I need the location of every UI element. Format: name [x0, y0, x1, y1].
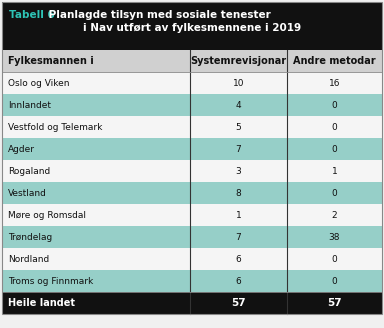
- Text: 0: 0: [332, 189, 338, 197]
- Text: Nordland: Nordland: [8, 255, 49, 263]
- Text: Fylkesmannen i: Fylkesmannen i: [8, 56, 94, 66]
- Bar: [2, 226, 382, 248]
- Text: Trøndelag: Trøndelag: [8, 233, 52, 241]
- Bar: [2, 50, 382, 72]
- Bar: [2, 204, 382, 226]
- Text: 0: 0: [332, 145, 338, 154]
- Text: 16: 16: [329, 78, 340, 88]
- Text: Planlagde tilsyn med sosiale tenester: Planlagde tilsyn med sosiale tenester: [45, 10, 271, 20]
- Text: 10: 10: [233, 78, 244, 88]
- Bar: [2, 94, 382, 116]
- Bar: [2, 138, 382, 160]
- Text: Innlandet: Innlandet: [8, 100, 51, 110]
- Bar: [2, 182, 382, 204]
- Text: Andre metodar: Andre metodar: [293, 56, 376, 66]
- Text: Heile landet: Heile landet: [8, 298, 75, 308]
- Text: 6: 6: [236, 277, 242, 285]
- Text: 6: 6: [236, 255, 242, 263]
- Text: 1: 1: [332, 167, 338, 175]
- Text: 4: 4: [236, 100, 241, 110]
- Text: 8: 8: [236, 189, 242, 197]
- Bar: [2, 292, 382, 314]
- Text: 7: 7: [236, 233, 242, 241]
- Text: i Nav utført av fylkesmennene i 2019: i Nav utført av fylkesmennene i 2019: [83, 23, 301, 33]
- Text: 38: 38: [329, 233, 340, 241]
- Bar: [2, 116, 382, 138]
- Text: Oslo og Viken: Oslo og Viken: [8, 78, 70, 88]
- Text: Tabell 6: Tabell 6: [9, 10, 55, 20]
- Text: 0: 0: [332, 277, 338, 285]
- Text: Systemrevisjonar: Systemrevisjonar: [190, 56, 286, 66]
- Text: 57: 57: [327, 298, 342, 308]
- Bar: [2, 72, 382, 94]
- Bar: [2, 248, 382, 270]
- Text: Møre og Romsdal: Møre og Romsdal: [8, 211, 86, 219]
- Bar: [2, 2, 382, 50]
- Text: 7: 7: [236, 145, 242, 154]
- Text: 2: 2: [332, 211, 337, 219]
- Text: Vestfold og Telemark: Vestfold og Telemark: [8, 122, 103, 132]
- Text: Vestland: Vestland: [8, 189, 47, 197]
- Bar: [2, 270, 382, 292]
- Text: 5: 5: [236, 122, 242, 132]
- Bar: [2, 160, 382, 182]
- Text: 1: 1: [236, 211, 242, 219]
- Text: 0: 0: [332, 100, 338, 110]
- Text: Troms og Finnmark: Troms og Finnmark: [8, 277, 93, 285]
- Text: 3: 3: [236, 167, 242, 175]
- Text: 0: 0: [332, 122, 338, 132]
- Text: Agder: Agder: [8, 145, 35, 154]
- Text: 57: 57: [231, 298, 246, 308]
- Text: 0: 0: [332, 255, 338, 263]
- Text: Rogaland: Rogaland: [8, 167, 50, 175]
